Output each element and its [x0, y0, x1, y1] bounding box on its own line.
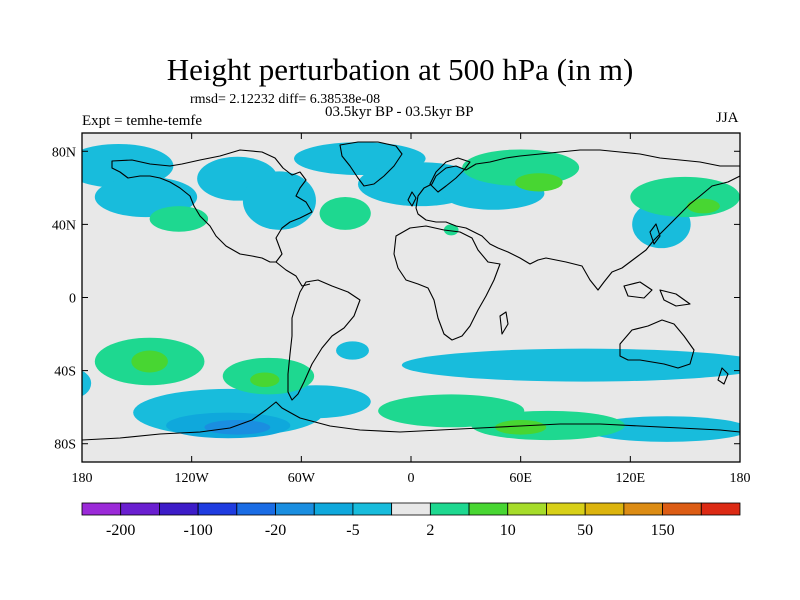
anomaly-region-16 — [149, 206, 209, 232]
colorbar-label: 10 — [500, 522, 516, 539]
anomaly-region-10 — [401, 348, 740, 382]
anomaly-region-27 — [131, 350, 168, 373]
anomaly-field-layer — [82, 142, 740, 442]
colorbar-swatch-7 — [352, 502, 393, 516]
colorbar-swatch-0 — [81, 502, 122, 516]
colorbar-label: 50 — [577, 522, 593, 539]
rmsd-diff-stats: rmsd= 2.12232 diff= 6.38538e-08 — [190, 92, 381, 107]
anomaly-region-3 — [242, 171, 316, 230]
lon-label: 180 — [730, 471, 751, 486]
anomaly-region-17 — [319, 196, 371, 230]
lon-label: 120E — [616, 471, 646, 486]
lat-label: 0 — [69, 292, 76, 307]
anomaly-region-15 — [204, 419, 271, 435]
anomaly-region-26 — [686, 198, 720, 214]
colorbar-label: 150 — [651, 522, 675, 539]
colorbar-swatch-5 — [275, 502, 315, 516]
anomaly-region-24 — [471, 410, 625, 441]
season-label: JJA — [716, 110, 739, 126]
colorbar: -200 -100 -20 -5 2 10 50 150 — [81, 502, 741, 539]
anomaly-region-0 — [82, 143, 174, 188]
anomaly-region-29 — [495, 419, 547, 435]
anomaly-region-25 — [515, 173, 563, 192]
lon-label: 180 — [72, 471, 93, 486]
plot-title: Height perturbation at 500 hPa (in m) — [166, 52, 634, 87]
colorbar-label: 2 — [426, 522, 434, 539]
colorbar-swatch-9 — [429, 502, 470, 516]
period-label: 03.5kyr BP - 03.5kyr BP — [325, 104, 474, 120]
lat-label: 40N — [52, 218, 76, 233]
colorbar-swatch-6 — [313, 502, 354, 516]
anomaly-region-18 — [443, 224, 459, 236]
colorbar-swatch-16 — [700, 502, 741, 516]
coastlines — [82, 141, 740, 441]
lat-label: 40S — [54, 365, 76, 380]
anomaly-region-9 — [336, 341, 369, 360]
axis-ticks: 80N 40N 0 40S 80S 180 120W 60W 0 60E 120E 180 — [52, 133, 751, 486]
colorbar-label: -200 — [106, 522, 135, 539]
colorbar-swatch-11 — [507, 502, 547, 516]
anomaly-region-8 — [82, 370, 92, 397]
colorbar-swatch-13 — [584, 502, 625, 516]
colorbar-swatch-1 — [120, 502, 160, 516]
colorbar-swatch-4 — [236, 502, 276, 516]
colorbar-label: -5 — [346, 522, 359, 539]
colorbar-swatch-10 — [468, 502, 509, 516]
colorbar-swatch-2 — [159, 502, 199, 516]
lat-label: 80S — [54, 438, 76, 453]
lon-label: 0 — [408, 471, 415, 486]
colorbar-swatch-15 — [662, 502, 702, 516]
colorbar-label: -100 — [183, 522, 212, 539]
colorbar-label: -20 — [265, 522, 286, 539]
anomaly-region-28 — [250, 372, 280, 388]
colorbar-swatch-12 — [546, 502, 586, 516]
lon-label: 60E — [509, 471, 532, 486]
lon-label: 60W — [288, 471, 316, 486]
colorbar-swatch-14 — [623, 502, 663, 516]
colorbar-swatch-8 — [391, 502, 431, 516]
colorbar-swatch-3 — [197, 502, 238, 516]
lon-label: 120W — [175, 471, 210, 486]
experiment-label: Expt = temhe-temfe — [82, 113, 203, 129]
anomaly-region-13 — [584, 416, 740, 442]
lat-label: 80N — [52, 145, 76, 160]
